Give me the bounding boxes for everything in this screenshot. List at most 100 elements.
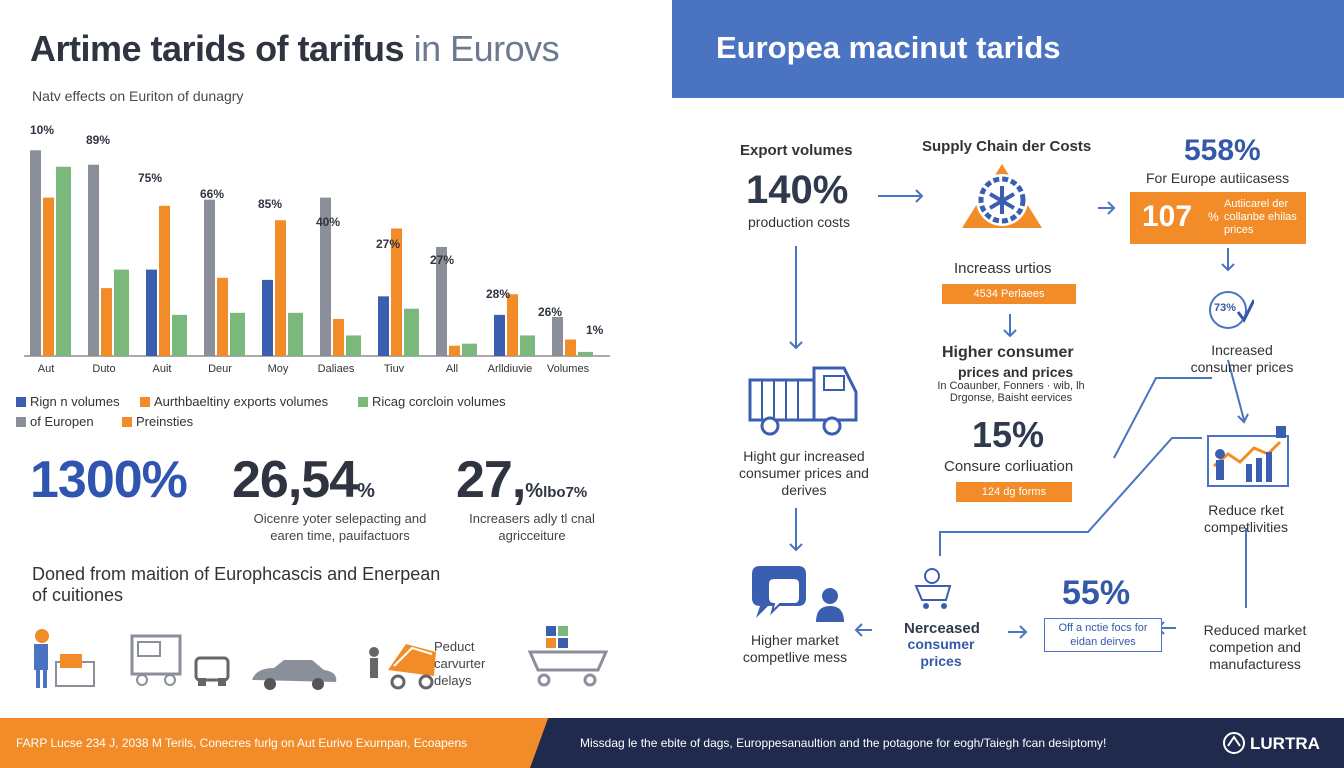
car-front-icon	[194, 656, 230, 686]
data-label: 89%	[86, 133, 110, 147]
bar-auit-1	[146, 269, 157, 356]
bar-chart: Aut Duto Auit Deur Moy Daliaes Tiuv All Arlldiuv…	[24, 123, 610, 375]
x-tick-label: Aut	[38, 363, 55, 375]
data-label: 28%	[486, 287, 510, 301]
bar-daliaes-3	[346, 335, 361, 356]
export-value: 140%	[746, 168, 849, 212]
nerceased-label: Nerceased	[904, 620, 980, 637]
export-label: Export volumes	[740, 142, 853, 159]
right-title: Europea macinut tarids	[716, 30, 1061, 65]
footer-right-text: Missdag le the ebite of dags, Europpesan…	[580, 736, 1107, 750]
stat-value: 26,54	[232, 451, 358, 509]
legend-swatch	[358, 396, 368, 407]
bottom-caption: Peduct carvurter delays	[434, 639, 486, 688]
bar-tiuv-2	[391, 228, 402, 356]
bar-aut-3	[56, 166, 71, 356]
bar-deur-0	[204, 199, 215, 356]
bar-volumes-0	[552, 316, 563, 356]
legend-item-rign: Rign n volumes	[16, 394, 120, 409]
orange-box: 107 % Autiicarel der collanbe ehilas pri…	[1130, 192, 1306, 244]
legend-item-preinsties: Preinsties	[122, 414, 193, 429]
page-title: Artime tarids of tarifus in Eurovs	[30, 28, 560, 70]
data-label: 40%	[316, 215, 340, 229]
stat-suffix: %	[357, 480, 375, 502]
mixer-truck-icon	[369, 644, 436, 690]
legend-item-ricag: Ricag corcloin volumes	[358, 394, 506, 409]
increase-badge: 4534 Perlaees	[942, 284, 1076, 304]
bar-volumes-3	[578, 351, 593, 356]
pct-15: 15%	[972, 414, 1045, 455]
cart-icon	[527, 626, 609, 687]
higher-market: Higher market competlive mess	[742, 632, 848, 665]
reduced-market: Reduced market competion and manufacture…	[1203, 622, 1307, 672]
legend-swatch	[16, 396, 26, 407]
check-circle-icon	[1209, 291, 1254, 329]
bar-all-0	[436, 246, 447, 356]
bar-duto-2	[101, 288, 112, 356]
legend-swatch	[16, 416, 26, 427]
data-label: 1%	[586, 323, 604, 337]
bar-volumes-2	[565, 339, 576, 356]
bar-deur-2	[217, 277, 228, 356]
bar-duto-0	[88, 164, 99, 356]
increased-consumer: Increased consumer prices	[1190, 342, 1294, 375]
legend-label: Rign n volumes	[30, 394, 120, 409]
data-label: 10%	[30, 123, 54, 137]
bar-auit-3	[172, 314, 187, 356]
bar-tiuv-1	[378, 296, 389, 356]
x-tick-label: Daliaes	[318, 363, 355, 375]
machine-icon	[130, 634, 182, 686]
speech-people-icon	[752, 566, 844, 622]
small-lines: In Coaunber, Fonners · wib, lh Drgonse, …	[937, 380, 1085, 404]
legend-label: Aurthbaeltiny exports volumes	[154, 394, 329, 409]
right-header-band	[672, 0, 1344, 98]
stat-value: 27,	[456, 451, 526, 509]
stat-2654: 26,54%	[232, 450, 375, 510]
footer-left-text: FARP Lucse 234 J, 2038 M Terils, Conecre…	[16, 736, 468, 750]
bar-daliaes-0	[320, 197, 331, 356]
legend-label: Ricag corcloin volumes	[372, 394, 506, 409]
reduce-rket: Reduce rket competlivities	[1203, 502, 1289, 535]
bar-daliaes-2	[333, 318, 344, 356]
bar-deur-3	[230, 312, 245, 356]
export-caption: production costs	[748, 214, 850, 230]
bar-aut-0	[30, 150, 41, 356]
bar-moy-2	[275, 220, 286, 356]
worker-icon	[34, 629, 95, 688]
stat-27: 27,%lbo7%	[456, 450, 587, 510]
legend-item-europen: of Europen	[16, 414, 94, 429]
data-label: 27%	[430, 253, 454, 267]
legend-swatch	[140, 396, 150, 407]
donated-text: Doned from maition of Europhcascis and E…	[32, 564, 441, 605]
bar-duto-3	[114, 269, 129, 356]
logo-text: LURTRA	[1250, 734, 1320, 753]
increase-label: Increass urtios	[954, 260, 1052, 277]
car-icon	[252, 660, 337, 690]
x-tick-label: All	[446, 363, 458, 375]
legend-label: Preinsties	[136, 414, 194, 429]
x-tick-label: Duto	[92, 363, 115, 375]
bar-arlldiuvie-3	[520, 335, 535, 356]
bar-auit-2	[159, 205, 170, 356]
stat-suffix-2: lbo7%	[543, 484, 588, 501]
chart-growth-icon	[1207, 426, 1289, 487]
box-value: 107	[1142, 200, 1193, 233]
consure-badge: 124 dg forms	[956, 482, 1072, 502]
stat-1300: 1300%	[30, 451, 188, 509]
title-highlight: in Eurovs	[413, 28, 560, 69]
bar-arlldiuvie-2	[507, 294, 518, 356]
legend-label: of Europen	[30, 414, 94, 429]
truck-icon	[748, 366, 858, 436]
page-subtitle: Natv effects on Euriton of dunagry	[32, 88, 244, 104]
prices-line: prices and prices	[958, 364, 1074, 380]
footer-left-band	[0, 718, 560, 768]
bar-aut-2	[43, 197, 54, 356]
x-tick-label: Auit	[153, 363, 172, 375]
gear-icon	[962, 164, 1042, 228]
legend-item-exports: Aurthbaeltiny exports volumes	[140, 394, 328, 409]
data-label: 85%	[258, 197, 282, 211]
x-tick-label: Arlldiuvie	[488, 363, 533, 375]
legend-swatch	[122, 416, 132, 427]
pct-558: 558%	[1184, 134, 1261, 167]
box-pct: %	[1208, 210, 1219, 224]
